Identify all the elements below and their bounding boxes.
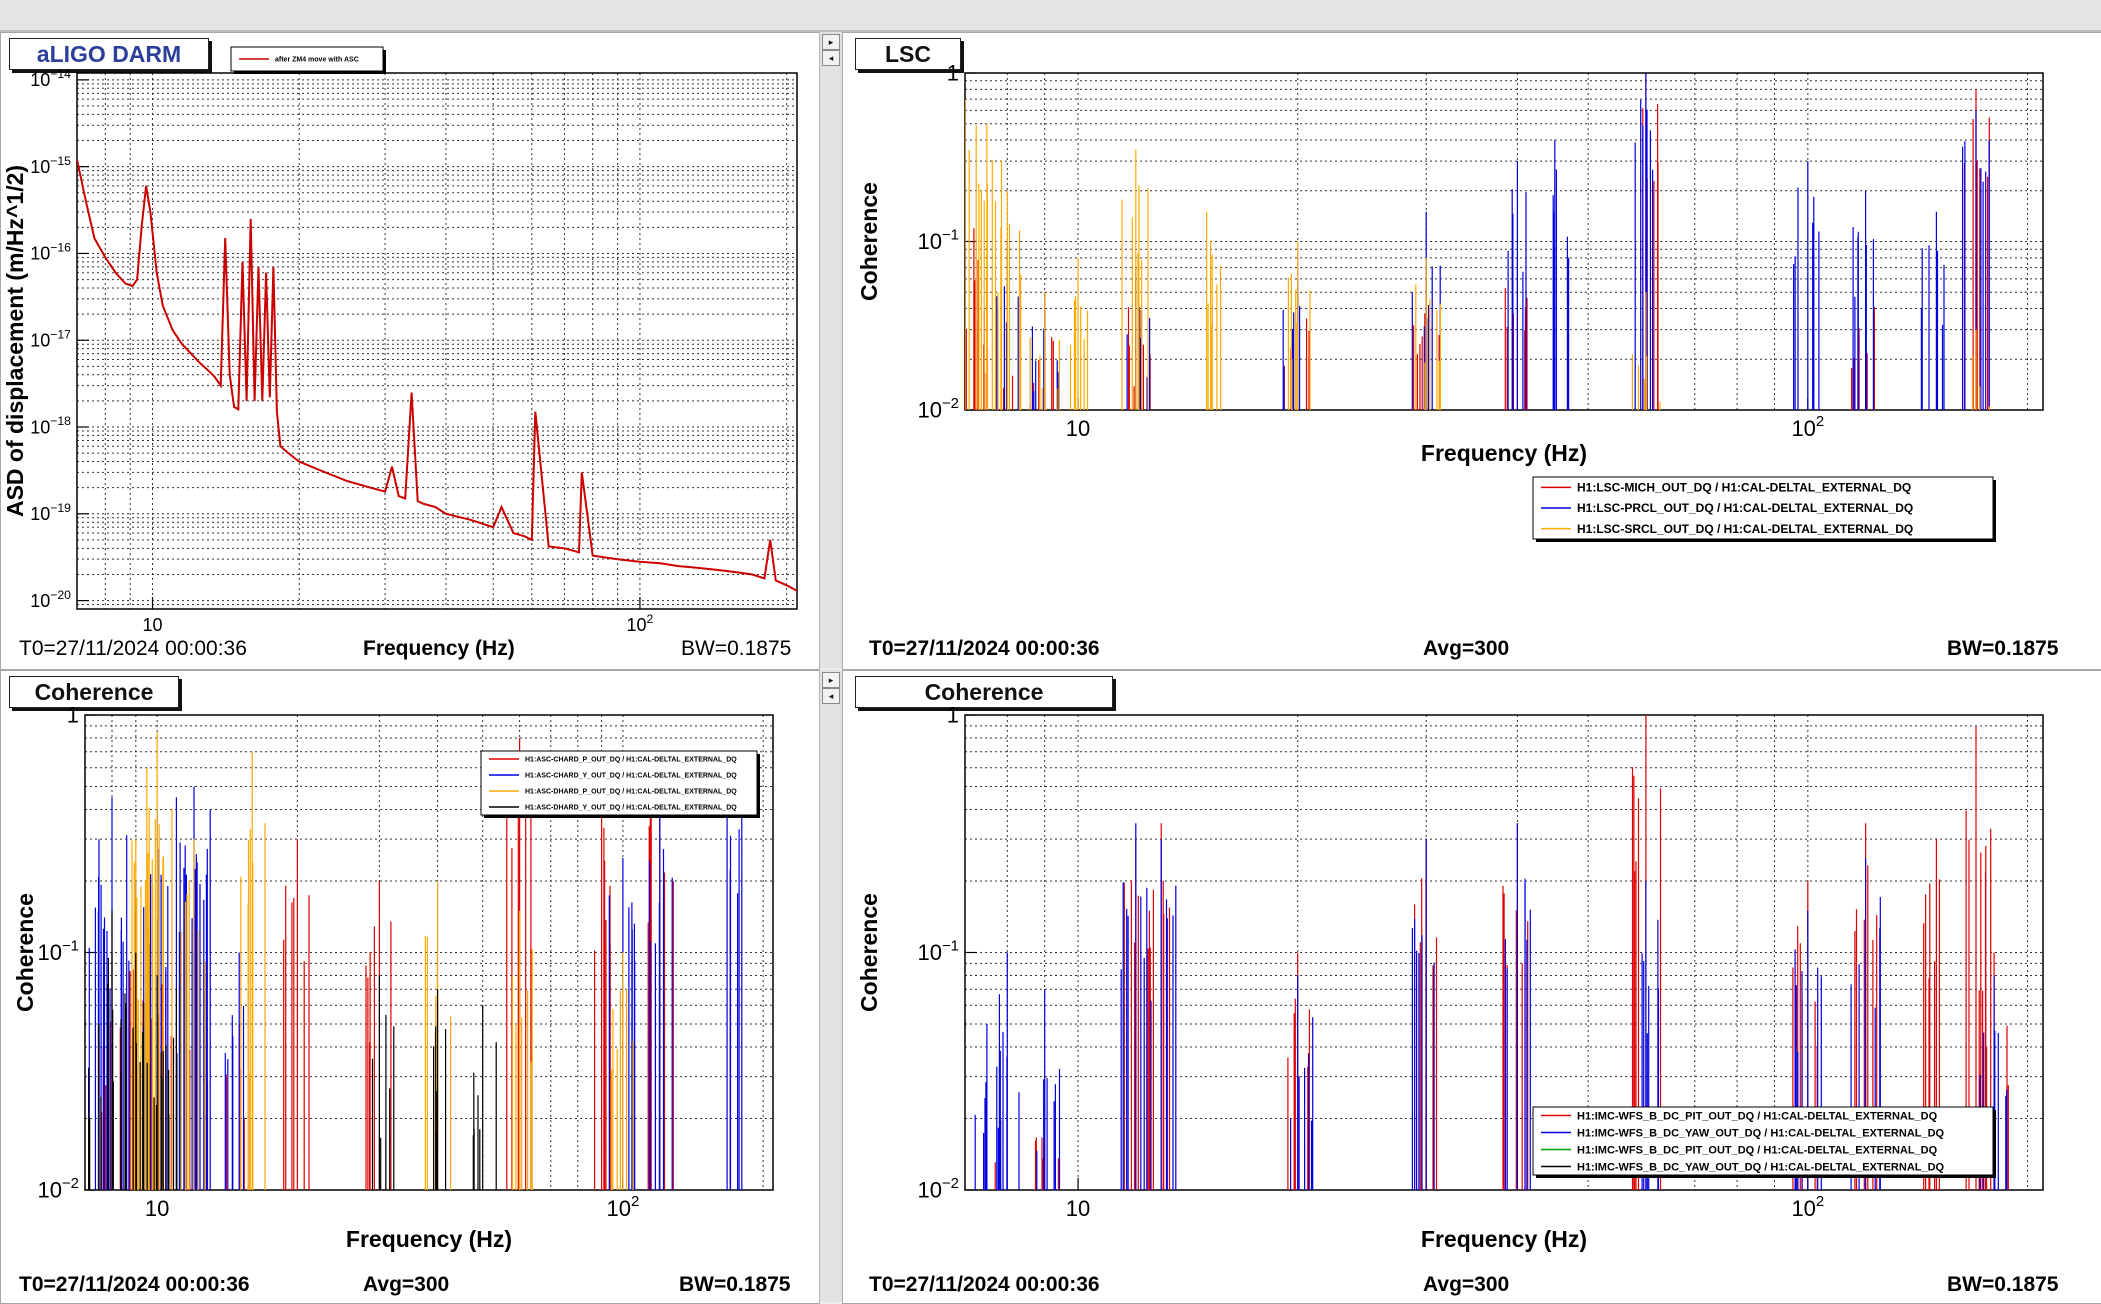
legend: H1:IMC-WFS_B_DC_PIT_OUT_DQ / H1:CAL-DELT… (1532, 1106, 1996, 1178)
x-tick-label: 102 (1791, 1193, 1824, 1221)
series-group (974, 715, 2009, 1190)
arrow-right-icon[interactable]: ▸ (822, 34, 840, 50)
y-tick-label: 10−15 (30, 154, 71, 177)
legend-label: H1:ASC-CHARD_Y_OUT_DQ / H1:CAL-DELTAL_EX… (525, 772, 737, 779)
y-tick-label: 1 (947, 61, 959, 86)
y-tick-label: 10−2 (37, 1175, 79, 1203)
legend: H1:ASC-CHARD_P_OUT_DQ / H1:CAL-DELTAL_EX… (480, 750, 760, 818)
arrow-right-icon[interactable]: ▸ (822, 672, 840, 688)
darm-pad[interactable]: aLIGO DARM 10 102 10−20 10−19 10−18 10−17 10−1… (0, 32, 820, 670)
footer-bw: BW=0.1875 (681, 637, 792, 660)
legend-box (480, 750, 758, 816)
footer-time: T0=27/11/2024 00:00:36 (869, 637, 1100, 660)
legend-label: H1:IMC-WFS_B_DC_YAW_OUT_DQ / H1:CAL-DELT… (1577, 1161, 1945, 1173)
footer-xlabel: Frequency (Hz) (363, 637, 515, 660)
series-line (88, 910, 497, 1190)
pad-scroll-column[interactable]: ▸ ◂ (819, 670, 843, 1302)
series-group (77, 159, 797, 592)
lsc-pad[interactable]: LSC 10 102 10−2 10−1 1 Frequency (Hz) Coherenc… (842, 32, 2101, 670)
imc-coherence-plot[interactable]: 10 102 10−2 10−1 1 Frequency (Hz) Coherence H1:… (843, 671, 2101, 1303)
y-axis-label: Coherence (856, 893, 882, 1012)
y-tick-label: 10−1 (37, 937, 79, 965)
legend-label: H1:LSC-SRCL_OUT_DQ / H1:CAL-DELTAL_EXTER… (1577, 522, 1913, 536)
legend-label: H1:LSC-MICH_OUT_DQ / H1:CAL-DELTAL_EXTER… (1577, 481, 1911, 495)
series-line (965, 99, 1990, 410)
x-axis-label: Frequency (Hz) (346, 1226, 512, 1252)
y-tick-label: 10−19 (30, 501, 71, 524)
series-group (88, 731, 743, 1190)
footer-bw: BW=0.1875 (679, 1273, 791, 1296)
panel-title: LSC (855, 38, 961, 70)
y-tick-label: 1 (67, 703, 79, 728)
legend-label: H1:IMC-WFS_B_DC_PIT_OUT_DQ / H1:CAL-DELT… (1577, 1110, 1938, 1122)
y-tick-label: 10−17 (30, 327, 71, 350)
pad-scroll-column[interactable]: ▸ ◂ (819, 32, 843, 668)
footer-bw: BW=0.1875 (1947, 1273, 2059, 1296)
x-axis-label: Frequency (Hz) (1421, 440, 1587, 466)
plot-frame (76, 72, 798, 610)
arrow-left-icon[interactable]: ◂ (822, 688, 840, 704)
y-tick-label: 10−2 (917, 1175, 959, 1203)
grid (76, 73, 797, 610)
legend-label: after ZM4 move with ASC (275, 56, 359, 63)
footer-bw: BW=0.1875 (1947, 637, 2059, 660)
asc-pad[interactable]: Coherence 10 102 10−2 10−1 1 Frequency (Hz) Co… (0, 670, 820, 1304)
arrow-left-icon[interactable]: ◂ (822, 50, 840, 66)
y-tick-label: 10−1 (917, 226, 959, 254)
series-line (77, 159, 797, 592)
y-axis-label: ASD of displacement (m/Hz^1/2) (2, 165, 28, 517)
lsc-coherence-plot[interactable]: 10 102 10−2 10−1 1 Frequency (Hz) Coherence H1:… (843, 33, 2101, 669)
x-tick-label: 10 (1066, 416, 1090, 441)
y-tick-label: 10−14 (30, 67, 71, 90)
legend-label: H1:ASC-DHARD_Y_OUT_DQ / H1:CAL-DELTAL_EX… (525, 804, 737, 811)
legend-label: H1:LSC-PRCL_OUT_DQ / H1:CAL-DELTAL_EXTER… (1577, 501, 1913, 515)
footer-time: T0=27/11/2024 00:00:36 (19, 637, 247, 660)
footer-avg: Avg=300 (363, 1273, 450, 1296)
x-tick-label: 102 (1791, 413, 1824, 441)
footer-avg: Avg=300 (1423, 637, 1510, 660)
footer-avg: Avg=300 (1423, 1273, 1510, 1296)
legend-label: H1:ASC-CHARD_P_OUT_DQ / H1:CAL-DELTAL_EX… (525, 756, 737, 763)
asc-coherence-plot[interactable]: 10 102 10−2 10−1 1 Frequency (Hz) Coherence H1:… (1, 671, 819, 1303)
y-axis-label: Coherence (12, 893, 38, 1012)
y-tick-label: 10−2 (917, 395, 959, 423)
legend-label: H1:IMC-WFS_B_DC_YAW_OUT_DQ / H1:CAL-DELT… (1577, 1127, 1945, 1139)
legend: H1:LSC-MICH_OUT_DQ / H1:CAL-DELTAL_EXTER… (1532, 476, 1996, 542)
legend-box (1532, 1106, 1994, 1176)
panel-title: Coherence (855, 676, 1113, 708)
legend-label: H1:ASC-DHARD_P_OUT_DQ / H1:CAL-DELTAL_EX… (525, 788, 737, 795)
panel-title: Coherence (9, 676, 179, 708)
top-toolbar (0, 0, 2101, 32)
y-tick-label: 10−18 (30, 414, 71, 437)
y-tick-label: 10−20 (30, 588, 71, 611)
footer-time: T0=27/11/2024 00:00:36 (869, 1273, 1100, 1296)
footer-time: T0=27/11/2024 00:00:36 (19, 1273, 250, 1296)
legend: after ZM4 move with ASC (230, 46, 386, 74)
x-axis-label: Frequency (Hz) (1421, 1226, 1587, 1252)
x-tick-label: 102 (627, 612, 654, 635)
y-axis-label: Coherence (856, 182, 882, 301)
series-group (965, 73, 1990, 410)
x-tick-label: 102 (607, 1193, 640, 1221)
y-tick-label: 10−16 (30, 241, 71, 264)
darm-asd-plot[interactable]: 10 102 10−20 10−19 10−18 10−17 10−16 10−15 10−14… (1, 33, 819, 669)
y-tick-label: 1 (947, 703, 959, 728)
legend-label: H1:IMC-WFS_B_DC_PIT_OUT_DQ / H1:CAL-DELT… (1577, 1144, 1938, 1156)
x-tick-label: 10 (1066, 1196, 1090, 1221)
imc-pad[interactable]: Coherence 10 102 10−2 10−1 1 Frequency (Hz) Co… (842, 670, 2101, 1304)
x-tick-label: 10 (142, 615, 162, 635)
panel-title: aLIGO DARM (9, 38, 209, 70)
legend-box (1532, 476, 1994, 540)
y-tick-label: 10−1 (917, 937, 959, 965)
x-tick-label: 10 (145, 1196, 169, 1221)
